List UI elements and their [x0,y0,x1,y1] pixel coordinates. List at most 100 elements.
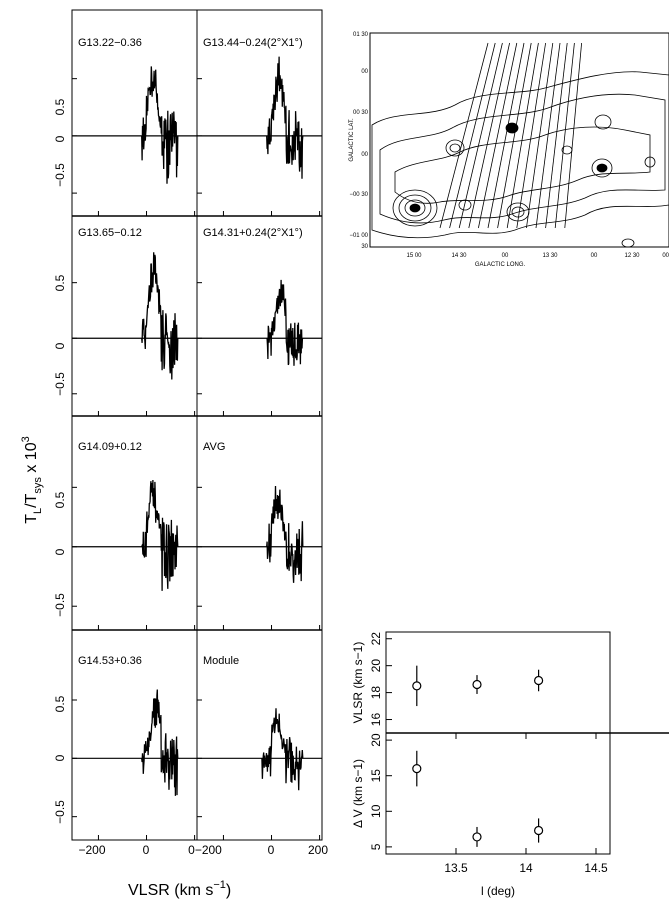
row2-yticks: 0.5 0 −0.5 [53,491,67,617]
spectrum-3 [266,279,304,366]
panel-label-0: G13.22−0.36 [78,37,142,49]
point-0-1 [472,679,482,690]
sc-xtick-label-1: 14 [519,861,533,875]
parameter-plot: 16 18 20 22 VLSR (km s−1) 5 10 15 20 Δ V (km s−1)… [351,631,669,898]
map-xlabel: GALACTIC LONG. [475,262,526,268]
scan-line-1 [449,42,496,229]
spectra-ylabel-t: T [23,514,40,524]
spectra-xlabel-text: VLSR (km s [128,882,213,899]
source-d-inner [596,163,608,173]
scan-line-11 [545,42,568,229]
ytick-row3-b: 0 [53,754,67,761]
spectra-lines [72,56,322,796]
sc-ytick-label-1-3: 20 [369,733,383,747]
map-ytick-2: 00 30 [353,110,369,116]
sc-ylabel-1: Δ V (km s−1) [351,759,365,828]
scan-line-13 [564,42,582,229]
spectra-ylabel-sub1: L [32,508,44,514]
map-xtick-5: 12 30 [624,253,640,259]
panel-label-4: G14.09+0.12 [78,441,142,453]
spectrum-2 [141,252,179,380]
spectrum-4 [141,479,179,591]
spectra-xlabel: VLSR (km s−1) [128,879,231,899]
spectra-ylabel-sub2: sys [32,477,44,494]
point-1-2 [533,825,544,836]
map-xtick-3: 13 30 [542,253,558,259]
sc-ytick-label-0-2: 20 [369,659,383,673]
source-w31-inner3 [409,203,421,213]
spectrum-6 [141,689,179,796]
panel-label-3: G14.31+0.24(2°X1°) [203,227,303,239]
source-a-inner [449,143,461,153]
ytick-row2-b: 0 [53,548,67,555]
sc-ytick-label-1-1: 10 [369,804,383,818]
map-xtick-1: 14 30 [451,253,467,259]
panel-label-5: AVG [203,441,225,453]
ytick-row2-a: 0.5 [53,491,67,508]
scan-line-0 [439,42,489,229]
map-xtick-2: 00 [502,253,509,259]
source-w31 [392,189,438,227]
contour-map: GALACTIC LAT. GALACTIC LONG. 01 30 00 00… [349,32,669,268]
sc-xlabel: l (deg) [481,884,515,898]
map-outer-contour [371,71,669,239]
panel-label-1: G13.44−0.24(2°X1°) [203,37,303,49]
spectra-ylabel-tail: x 10 [23,442,40,477]
xtick-mid-joined: 0−200 [188,843,222,857]
xtick-right-200: 200 [308,843,328,857]
map-contours [371,71,669,248]
scan-line-2 [458,42,503,229]
ytick-row1-c: −0.5 [53,372,67,396]
scan-line-7 [506,42,539,229]
source-i [644,156,656,168]
map-ytick-0: 01 30 [353,32,369,38]
ytick-row1-b: 0 [53,342,67,349]
spectra-ylabel-sup: 3 [20,436,32,442]
ytick-row1-a: 0.5 [53,274,67,291]
spectrum-7 [261,708,304,791]
source-e [594,114,612,130]
source-w31-inner1 [398,194,432,222]
xtick-left-0: 0 [143,843,150,857]
ytick-row2-c: −0.5 [53,593,67,617]
map-ytick-4: −00 30 [349,192,368,198]
map-contour-3 [394,126,651,204]
xtick-left-neg200: −200 [78,843,105,857]
map-ytick-5: −01 00 [349,233,368,239]
sc-ytick-label-1-0: 5 [369,843,383,850]
scan-line-9 [526,42,554,229]
point-0-2 [533,675,544,686]
row0-yticks: 0.5 0 −0.5 [53,98,67,187]
scan-line-6 [497,42,532,229]
spectra-frames [71,9,323,841]
point-0-0 [412,681,422,691]
source-h [621,238,635,248]
scan-line-12 [554,42,575,229]
point-1-0 [412,763,422,774]
scan-line-10 [535,42,561,229]
sc-ylabel-0: VLSR (km s−1) [351,642,365,724]
map-ytick-6: 30 [361,244,368,250]
sc-xtick-label-0: 13.5 [444,861,468,875]
map-ytick-3: 00 [361,152,368,158]
scatter-marks [412,665,544,847]
scan-line-4 [478,42,518,229]
spectra-xlabel-sup: −1 [213,879,226,891]
spectra-ylabel: TL/Tsys x 103 [20,436,44,523]
panel-label-6: G14.53+0.36 [78,655,142,667]
sc-ytick-label-0-1: 18 [369,686,383,700]
sc-ytick-label-0-3: 22 [369,632,383,646]
source-a [445,139,465,157]
scan-line-5 [487,42,525,229]
map-ytick-1: 00 [361,69,368,75]
ytick-row3-c: −0.5 [53,800,67,824]
map-xtick-0: 15 00 [406,253,422,259]
scatter-frame [385,631,611,855]
panel-label-7: Module [203,655,239,667]
row3-yticks: 0.5 0 −0.5 [53,695,67,824]
spectrum-5 [266,485,304,583]
map-xtick-4: 00 [591,253,598,259]
row1-yticks: 0.5 0 −0.5 [53,274,67,396]
spectrum-1 [266,56,304,179]
scan-line-8 [516,42,546,229]
